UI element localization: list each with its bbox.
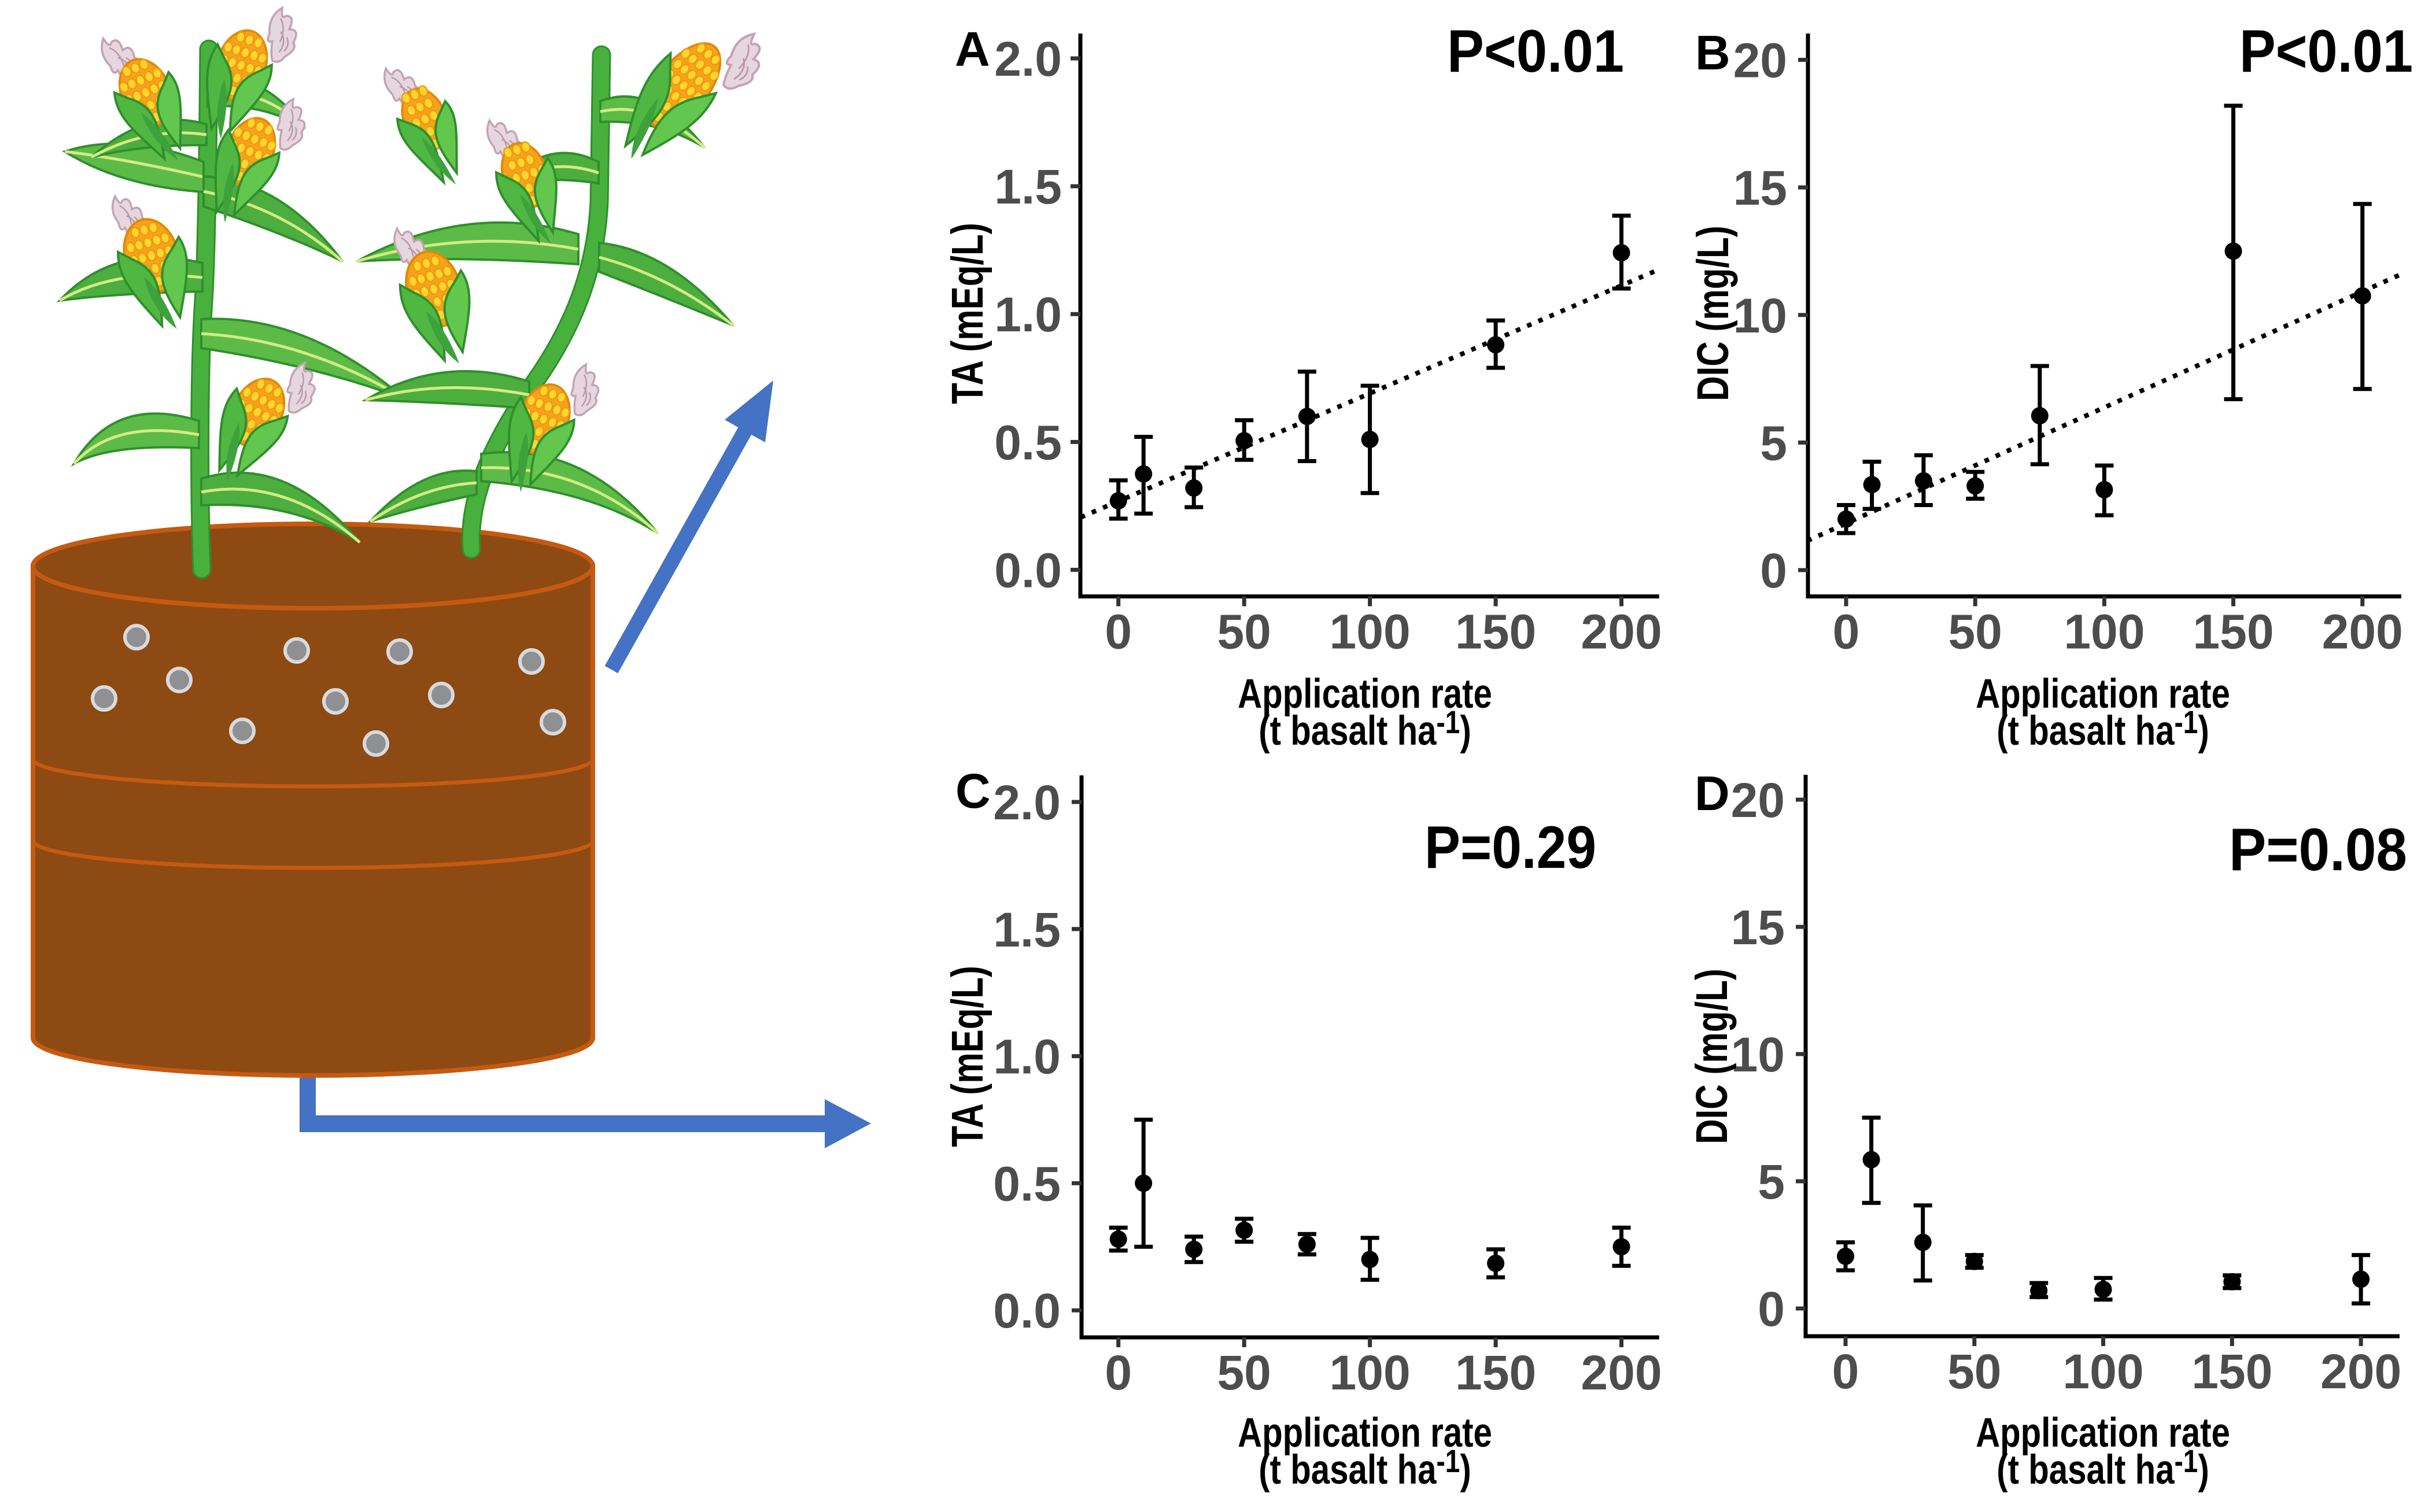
svg-text:0.0: 0.0 <box>993 1284 1061 1338</box>
svg-text:1.0: 1.0 <box>994 287 1062 342</box>
svg-text:Application rate: Application rate <box>1238 670 1492 716</box>
svg-text:P=0.29: P=0.29 <box>1424 814 1596 881</box>
svg-text:2.0: 2.0 <box>994 32 1062 86</box>
svg-text:1.5: 1.5 <box>994 160 1062 214</box>
svg-text:100: 100 <box>1330 605 1411 659</box>
svg-text:0.0: 0.0 <box>994 544 1062 598</box>
svg-text:0: 0 <box>1758 1282 1785 1336</box>
svg-text:200: 200 <box>2322 605 2403 659</box>
svg-text:B: B <box>1695 25 1730 80</box>
svg-text:0: 0 <box>1105 605 1132 659</box>
svg-text:15: 15 <box>1731 900 1785 955</box>
svg-text:100: 100 <box>2064 605 2145 659</box>
svg-text:150: 150 <box>1455 1345 1536 1400</box>
svg-text:(t basalt ha-1): (t basalt ha-1) <box>1259 1443 1471 1493</box>
svg-text:TA (mEq/L): TA (mEq/L) <box>942 966 992 1147</box>
svg-text:10: 10 <box>1731 1027 1785 1082</box>
svg-text:200: 200 <box>1581 605 1662 659</box>
svg-text:0: 0 <box>1833 605 1860 659</box>
svg-text:DIC (mg/L): DIC (mg/L) <box>1688 225 1738 401</box>
svg-text:Application rate: Application rate <box>1976 670 2230 716</box>
svg-text:150: 150 <box>1455 605 1536 659</box>
svg-text:P<0.01: P<0.01 <box>2239 18 2413 85</box>
svg-text:TA (mEq/L): TA (mEq/L) <box>942 223 992 404</box>
svg-text:A: A <box>955 22 990 76</box>
svg-text:100: 100 <box>2062 1344 2143 1399</box>
svg-text:0: 0 <box>1760 544 1787 598</box>
svg-text:DIC (mg/L): DIC (mg/L) <box>1686 968 1737 1144</box>
svg-text:200: 200 <box>2320 1344 2401 1399</box>
svg-text:D: D <box>1695 766 1730 820</box>
svg-text:150: 150 <box>2193 605 2274 659</box>
svg-text:C: C <box>955 764 991 818</box>
svg-text:50: 50 <box>1948 605 2002 659</box>
svg-text:P<0.01: P<0.01 <box>1447 18 1624 85</box>
svg-text:(t basalt ha-1): (t basalt ha-1) <box>1996 704 2209 754</box>
svg-text:(t basalt ha-1): (t basalt ha-1) <box>1996 1443 2209 1493</box>
svg-text:0.5: 0.5 <box>993 1156 1061 1211</box>
svg-text:50: 50 <box>1947 1344 2001 1399</box>
svg-text:1.5: 1.5 <box>993 903 1061 957</box>
svg-text:10: 10 <box>1733 289 1787 343</box>
svg-text:1.0: 1.0 <box>993 1030 1061 1084</box>
svg-text:20: 20 <box>1733 34 1787 88</box>
svg-text:20: 20 <box>1731 773 1785 827</box>
svg-text:Application rate: Application rate <box>1976 1409 2230 1455</box>
svg-text:200: 200 <box>1581 1345 1662 1400</box>
svg-text:5: 5 <box>1760 416 1787 470</box>
svg-text:0.5: 0.5 <box>994 415 1062 470</box>
svg-text:50: 50 <box>1217 605 1271 659</box>
svg-text:P=0.08: P=0.08 <box>2229 816 2407 883</box>
svg-text:5: 5 <box>1758 1155 1785 1209</box>
svg-text:0: 0 <box>1832 1344 1859 1399</box>
svg-text:100: 100 <box>1330 1345 1411 1400</box>
svg-text:2.0: 2.0 <box>993 775 1061 830</box>
svg-text:150: 150 <box>2191 1344 2272 1399</box>
svg-text:0: 0 <box>1105 1345 1132 1400</box>
svg-text:Application rate: Application rate <box>1238 1409 1492 1455</box>
svg-text:15: 15 <box>1733 161 1787 215</box>
svg-text:(t basalt ha-1): (t basalt ha-1) <box>1259 704 1471 754</box>
svg-text:50: 50 <box>1217 1345 1271 1400</box>
